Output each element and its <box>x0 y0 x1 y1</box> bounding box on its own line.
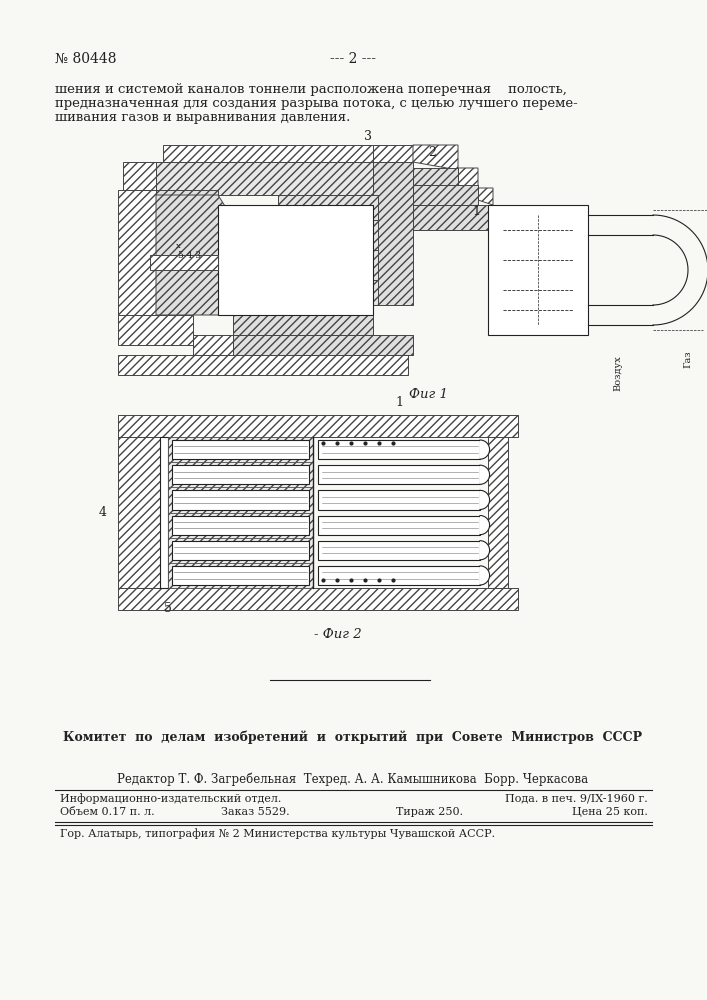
Bar <box>172 566 309 585</box>
Polygon shape <box>150 255 218 270</box>
Bar <box>172 440 309 459</box>
Text: Пода. в печ. 9/IX-1960 г.: Пода. в печ. 9/IX-1960 г. <box>506 793 648 803</box>
Polygon shape <box>480 490 489 510</box>
Polygon shape <box>480 566 489 585</box>
Bar <box>488 437 508 588</box>
Text: Заказ 5529.: Заказ 5529. <box>221 807 289 817</box>
Text: 2: 2 <box>428 146 436 159</box>
Bar <box>318 541 480 560</box>
Bar <box>318 490 480 510</box>
Polygon shape <box>413 168 458 185</box>
Polygon shape <box>193 335 233 355</box>
Polygon shape <box>480 440 489 459</box>
Text: шивания газов и выравнивания давления.: шивания газов и выравнивания давления. <box>55 111 351 124</box>
Text: Воздух: Воздух <box>614 355 622 391</box>
Text: - Фиг 2: - Фиг 2 <box>314 628 362 641</box>
Bar <box>318 440 480 459</box>
Text: предназначенная для создания разрыва потока, с целью лучшего переме-: предназначенная для создания разрыва пот… <box>55 97 578 110</box>
Polygon shape <box>163 145 373 162</box>
Polygon shape <box>413 205 488 230</box>
Text: шения и системой каналов тоннели расположена поперечная    полость,: шения и системой каналов тоннели располо… <box>55 83 567 96</box>
Polygon shape <box>278 195 378 220</box>
Text: x: x <box>175 242 180 250</box>
Text: Фиг 1: Фиг 1 <box>409 388 448 401</box>
Text: Объем 0.17 п. л.: Объем 0.17 п. л. <box>60 807 155 817</box>
Polygon shape <box>373 145 413 162</box>
Polygon shape <box>123 162 163 190</box>
Bar <box>118 437 160 588</box>
Polygon shape <box>156 162 373 195</box>
Bar <box>118 415 518 437</box>
Polygon shape <box>118 355 408 375</box>
Bar <box>318 566 480 585</box>
Polygon shape <box>118 190 156 315</box>
Text: 5 4 3: 5 4 3 <box>178 251 201 260</box>
Bar <box>172 465 309 484</box>
Polygon shape <box>333 280 378 305</box>
Bar <box>168 487 313 512</box>
Bar <box>488 205 588 335</box>
Polygon shape <box>480 516 489 535</box>
Bar <box>172 490 309 510</box>
Polygon shape <box>478 188 493 205</box>
Bar <box>168 563 313 588</box>
Polygon shape <box>458 168 478 190</box>
Text: 3: 3 <box>364 130 372 143</box>
Text: 5: 5 <box>164 602 172 615</box>
Polygon shape <box>118 315 193 345</box>
Polygon shape <box>480 465 489 484</box>
Bar <box>218 205 373 315</box>
Text: № 80448: № 80448 <box>55 52 117 66</box>
Bar <box>168 462 313 487</box>
Text: Цена 25 коп.: Цена 25 коп. <box>572 807 648 817</box>
Text: Комитет  по  делам  изобретений  и  открытий  при  Совете  Министров  СССР: Комитет по делам изобретений и открытий … <box>64 730 643 744</box>
Polygon shape <box>318 250 378 280</box>
Text: 4: 4 <box>99 506 107 518</box>
Polygon shape <box>293 220 378 250</box>
Text: Газ: Газ <box>684 350 692 368</box>
Text: --- 2 ---: --- 2 --- <box>330 52 376 66</box>
Bar <box>160 437 168 588</box>
Polygon shape <box>413 145 458 170</box>
Polygon shape <box>480 541 489 560</box>
Polygon shape <box>156 190 218 205</box>
Bar <box>168 538 313 563</box>
Text: 1: 1 <box>395 396 403 410</box>
Polygon shape <box>233 335 413 355</box>
Bar <box>168 437 313 462</box>
Bar <box>172 541 309 560</box>
Text: Редактор Т. Ф. Загребельная  Техред. А. А. Камышникова  Борр. Черкасова: Редактор Т. Ф. Загребельная Техред. А. А… <box>117 772 588 786</box>
Polygon shape <box>413 185 478 205</box>
Polygon shape <box>233 315 373 335</box>
Text: Гор. Алатырь, типография № 2 Министерства культуры Чувашской АССР.: Гор. Алатырь, типография № 2 Министерств… <box>60 828 495 839</box>
Text: Информационно-издательский отдел.: Информационно-издательский отдел. <box>60 793 281 804</box>
Polygon shape <box>373 162 413 305</box>
Bar <box>118 588 518 610</box>
Polygon shape <box>156 195 293 315</box>
Text: 1: 1 <box>472 205 480 218</box>
Text: Тираж 250.: Тираж 250. <box>397 807 464 817</box>
Bar <box>172 516 309 535</box>
Bar <box>168 512 313 538</box>
Bar <box>318 465 480 484</box>
Bar <box>318 516 480 535</box>
